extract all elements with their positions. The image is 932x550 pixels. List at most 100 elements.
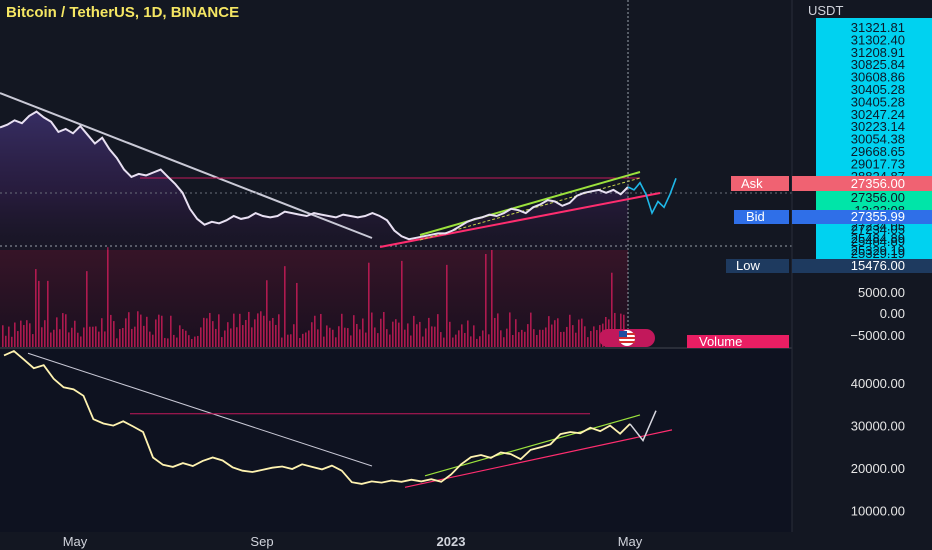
volume-bar	[353, 315, 355, 347]
volume-bar	[566, 326, 568, 347]
volume-bar	[116, 338, 118, 347]
volume-bar	[26, 320, 28, 347]
volume-bar	[164, 337, 166, 347]
volume-bar	[29, 323, 31, 347]
price-scale-label: 30825.84	[851, 57, 905, 72]
volume-bar	[242, 325, 244, 347]
volume-bar	[173, 334, 175, 347]
volume-bar	[521, 329, 523, 347]
volume-bar	[416, 324, 418, 347]
volume-bar	[179, 325, 181, 347]
volume-bar	[56, 317, 58, 347]
volume-bar	[551, 324, 553, 347]
volume-bar	[578, 319, 580, 347]
volume-bar	[584, 326, 586, 347]
volume-bar	[314, 315, 316, 347]
volume-bar	[320, 313, 322, 347]
volume-bar	[38, 280, 40, 347]
volume-bar	[266, 280, 268, 347]
volume-bar	[509, 312, 511, 347]
volume-bar	[497, 313, 499, 347]
low-value-bg	[792, 259, 932, 273]
volume-bar	[236, 327, 238, 347]
support-trendline-lower	[404, 429, 673, 488]
lower-scale-label: 40000.00	[851, 376, 905, 391]
volume-bar	[572, 325, 574, 347]
volume-bar	[548, 316, 550, 347]
volume-bar	[251, 327, 253, 347]
time-axis-label: May	[63, 534, 88, 549]
volume-bar	[287, 334, 289, 347]
time-axis-label: May	[618, 534, 643, 549]
time-axis-bg[interactable]	[0, 532, 932, 550]
volume-bar	[452, 337, 454, 347]
volume-bar	[110, 314, 112, 347]
volume-bar	[95, 326, 97, 347]
volume-bar	[449, 321, 451, 347]
volume-bar	[611, 272, 613, 347]
price-scale-label: 25329.19	[851, 243, 905, 258]
volume-bar	[458, 330, 460, 347]
volume-bar	[311, 322, 313, 347]
volume-bar	[161, 315, 163, 347]
current-price-bg	[816, 191, 932, 205]
low-label-bg	[726, 259, 789, 273]
volume-bar	[170, 315, 172, 347]
lower-scale-labels: 40000.00 30000.00 20000.00 10000.00	[851, 376, 905, 519]
volume-bar	[260, 311, 262, 347]
volume-bar	[11, 336, 13, 347]
ask-label-bg	[731, 176, 789, 191]
volume-bar	[317, 329, 319, 347]
volume-bar	[464, 332, 466, 347]
volume-bar	[527, 324, 529, 347]
volume-bar	[14, 322, 16, 347]
us-flag-icon[interactable]	[598, 328, 656, 348]
volume-bar	[404, 329, 406, 347]
volume-bar	[221, 337, 223, 347]
price-scale-label: 30054.38	[851, 132, 905, 147]
volume-bar	[596, 330, 598, 347]
volume-bar	[491, 249, 493, 347]
volume-scale-label: −5000.00	[850, 328, 905, 343]
volume-bar	[233, 313, 235, 347]
volume-bar	[191, 338, 193, 347]
volume-bar	[215, 328, 217, 347]
price-scale-label: 29668.65	[851, 144, 905, 159]
volume-bar	[302, 333, 304, 347]
volume-bar	[539, 329, 541, 347]
bid-value-bg	[792, 210, 932, 224]
volume-bar	[155, 319, 157, 347]
volume-bar	[134, 326, 136, 347]
volume-bar	[344, 327, 346, 347]
volume-bar	[209, 312, 211, 347]
price-scale-label: 25329.19	[851, 246, 905, 261]
volume-bar	[512, 334, 514, 347]
volume-bar	[470, 336, 472, 347]
lower-pane-bg	[0, 349, 792, 532]
volume-bar	[119, 328, 121, 347]
volume-bar	[422, 336, 424, 347]
volume-bar	[296, 282, 298, 347]
volume-bar	[398, 322, 400, 347]
volume-bar	[5, 335, 7, 347]
volume-bar	[482, 330, 484, 347]
volume-bar	[545, 327, 547, 347]
price-scale-label: 27234.05	[851, 222, 905, 237]
volume-bar	[461, 324, 463, 347]
price-scale-label: 29017.73	[851, 156, 905, 171]
chart-title: Bitcoin / TetherUS, 1D, BINANCE	[6, 4, 240, 21]
volume-bar	[503, 337, 505, 347]
volume-bar	[224, 330, 226, 347]
volume-bar	[146, 316, 148, 347]
volume-bar	[437, 314, 439, 347]
volume-bar	[65, 314, 67, 347]
volume-bar	[587, 337, 589, 347]
volume-bar	[212, 321, 214, 347]
price-scale-label: 31208.91	[851, 45, 905, 60]
axis-currency: USDT	[808, 3, 844, 18]
volume-bar	[98, 331, 100, 347]
lower-scale-label: 20000.00	[851, 461, 905, 476]
projection-line-upper	[627, 178, 677, 216]
volume-bar	[23, 325, 25, 347]
